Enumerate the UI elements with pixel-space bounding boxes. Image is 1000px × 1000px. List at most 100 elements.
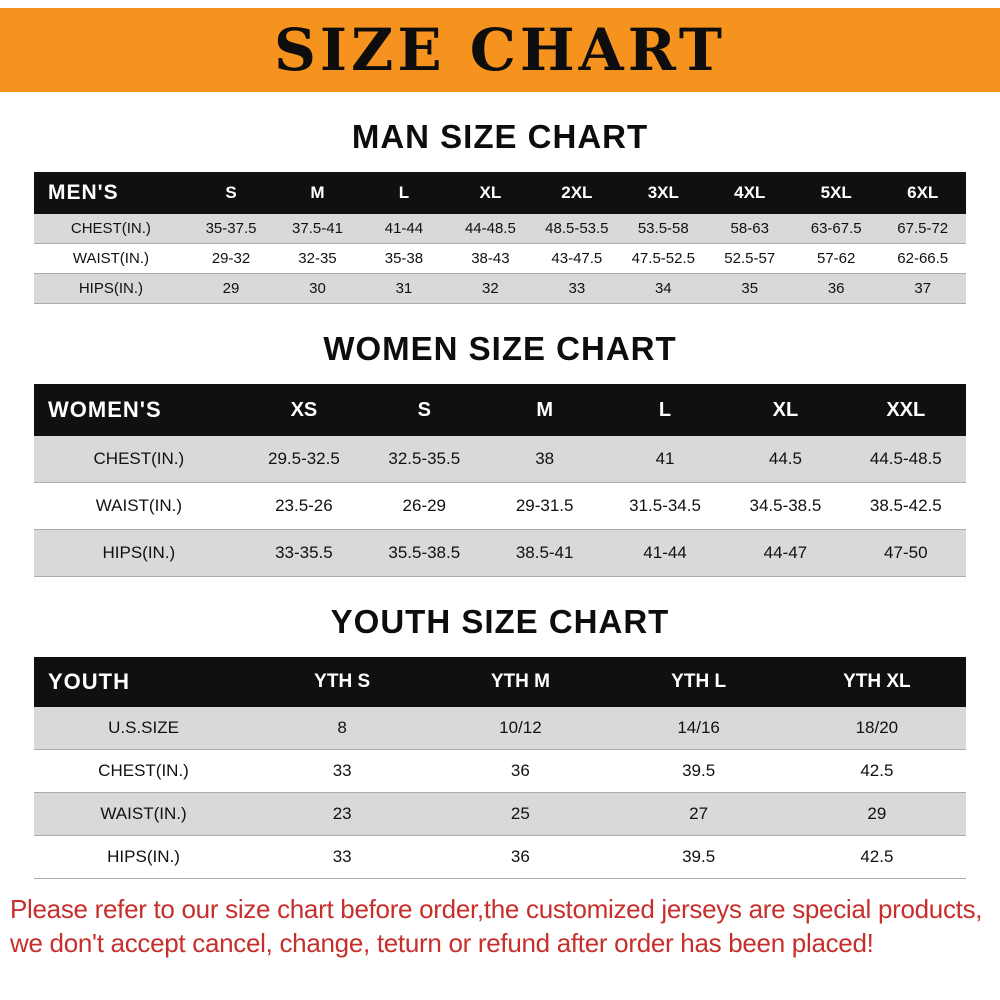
charts-area: MAN SIZE CHART MEN'S S M L XL 2XL 3XL 4XL 5XL 6XL… [0,118,1000,879]
size-column-header: S [187,172,275,214]
size-value-cell: 42.5 [787,835,966,879]
size-value-cell: 39.5 [609,749,788,793]
man-size-table: MEN'S S M L XL 2XL 3XL 4XL 5XL 6XL CHEST(IN.) 35-37… [34,172,966,304]
banner: SIZE CHART [0,8,1000,92]
row-label: WAIST(IN.) [34,243,188,274]
size-column-header: XL [725,384,846,436]
size-value-cell: 33 [253,749,432,793]
table-row: CHEST(IN.) 35-37.5 37.5-41 41-44 44-48.5 48.5… [34,214,966,244]
size-value-cell: 29.5-32.5 [243,436,365,483]
size-value-cell: 44.5 [725,436,846,483]
size-value-cell: 33 [533,273,621,304]
size-column-header: S [364,384,485,436]
size-value-cell: 44-48.5 [447,214,534,244]
youth-size-table: YOUTH YTH S YTH M YTH L YTH XL U.S.SIZE 8 10/12… [34,657,966,879]
size-value-cell: 44.5-48.5 [845,436,966,483]
size-value-cell: 35-37.5 [187,214,275,244]
row-label: HIPS(IN.) [34,529,244,577]
size-value-cell: 30 [274,273,361,304]
size-value-cell: 44-47 [725,529,846,577]
size-column-header: 4XL [706,172,793,214]
size-value-cell: 26-29 [364,482,485,530]
size-column-header: M [274,172,361,214]
size-column-header: YTH L [609,657,788,707]
size-column-header: L [604,384,726,436]
man-section-heading: MAN SIZE CHART [351,118,649,155]
size-column-header: 5XL [792,172,880,214]
table-row: CHEST(IN.) 33 36 39.5 42.5 [34,749,966,793]
size-value-cell: 38.5-41 [484,529,605,577]
size-value-cell: 37 [879,273,966,304]
row-label: HIPS(IN.) [34,273,188,304]
size-value-cell: 31 [360,273,448,304]
size-value-cell: 38-43 [447,243,534,274]
size-value-cell: 52.5-57 [706,243,793,274]
size-value-cell: 41 [604,436,726,483]
size-value-cell: 31.5-34.5 [604,482,726,530]
table-row: WAIST(IN.) 29-32 32-35 35-38 38-43 43-47.5 47.… [34,243,966,274]
size-value-cell: 34.5-38.5 [725,482,846,530]
size-value-cell: 14/16 [609,707,788,750]
row-label: HIPS(IN.) [34,835,254,879]
size-value-cell: 48.5-53.5 [533,214,621,244]
size-value-cell: 43-47.5 [533,243,621,274]
size-value-cell: 32 [447,273,534,304]
row-label: U.S.SIZE [34,707,254,750]
size-value-cell: 8 [253,707,432,750]
size-value-cell: 29-32 [187,243,275,274]
size-column-header: XS [243,384,365,436]
banner-title: SIZE CHART [273,16,727,84]
size-column-header: XL [447,172,534,214]
size-value-cell: 27 [609,792,788,836]
table-title-cell: WOMEN'S [34,384,244,436]
table-row: HIPS(IN.) 33-35.5 35.5-38.5 38.5-41 41-44 44-… [34,529,966,577]
women-size-section: WOMEN SIZE CHART WOMEN'S XS S M L XL XXL CHEST(… [0,330,1000,577]
size-value-cell: 42.5 [787,749,966,793]
size-value-cell: 29 [187,273,275,304]
size-value-cell: 23.5-26 [243,482,365,530]
row-label: CHEST(IN.) [34,749,254,793]
size-value-cell: 29-31.5 [484,482,605,530]
notice-line-2: we don't accept cancel, change, teturn o… [10,927,874,958]
size-value-cell: 32.5-35.5 [364,436,485,483]
size-value-cell: 36 [431,835,610,879]
table-row: HIPS(IN.) 29 30 31 32 33 34 35 36 37 [34,273,966,304]
table-row: WAIST(IN.) 23 25 27 29 [34,792,966,836]
notice-line-1: Please refer to our size chart before or… [10,894,983,924]
size-value-cell: 47.5-52.5 [620,243,707,274]
size-column-header: XXL [845,384,966,436]
size-value-cell: 35 [706,273,793,304]
size-value-cell: 41-44 [604,529,726,577]
size-value-cell: 36 [792,273,880,304]
order-notice: Please refer to our size chart before or… [0,893,1000,961]
table-header-row: WOMEN'S XS S M L XL XXL [34,384,966,436]
women-section-heading: WOMEN SIZE CHART [323,330,677,367]
size-column-header: YTH XL [787,657,966,707]
youth-size-section: YOUTH SIZE CHART YOUTH YTH S YTH M YTH L YTH… [0,603,1000,879]
youth-section-heading: YOUTH SIZE CHART [330,603,670,640]
row-label: WAIST(IN.) [34,482,244,530]
size-value-cell: 23 [253,792,432,836]
size-value-cell: 63-67.5 [792,214,880,244]
size-column-header: YTH S [253,657,432,707]
size-value-cell: 29 [787,792,966,836]
table-header-row: MEN'S S M L XL 2XL 3XL 4XL 5XL 6XL [34,172,966,214]
size-value-cell: 33-35.5 [243,529,365,577]
size-value-cell: 39.5 [609,835,788,879]
size-value-cell: 32-35 [274,243,361,274]
table-row: CHEST(IN.) 29.5-32.5 32.5-35.5 38 41 44.5 44.5… [34,436,966,483]
size-value-cell: 38 [484,436,605,483]
size-column-header: M [484,384,605,436]
table-title-cell: MEN'S [34,172,188,214]
row-label: WAIST(IN.) [34,792,254,836]
size-value-cell: 25 [431,792,610,836]
table-row: U.S.SIZE 8 10/12 14/16 18/20 [34,707,966,750]
size-value-cell: 47-50 [845,529,966,577]
size-value-cell: 33 [253,835,432,879]
size-column-header: 6XL [879,172,966,214]
size-value-cell: 67.5-72 [879,214,966,244]
table-title-cell: YOUTH [34,657,254,707]
size-value-cell: 35-38 [360,243,448,274]
size-value-cell: 62-66.5 [879,243,966,274]
size-value-cell: 35.5-38.5 [364,529,485,577]
